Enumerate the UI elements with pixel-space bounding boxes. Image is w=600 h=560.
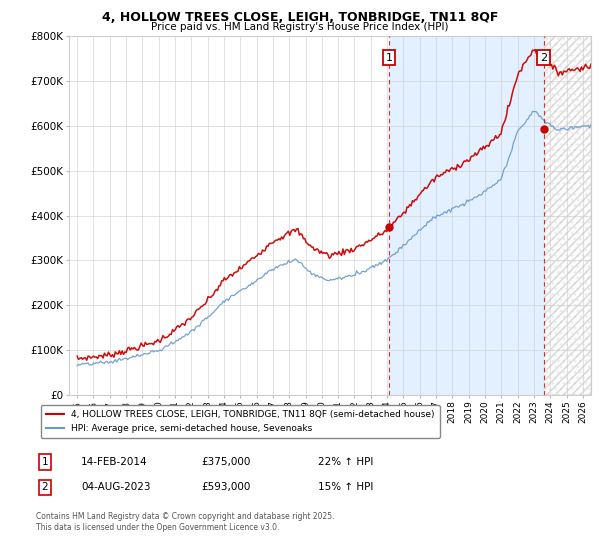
Bar (544, 36, 591, 395)
Text: Contains HM Land Registry data © Crown copyright and database right 2025.
This d: Contains HM Land Registry data © Crown c… (36, 512, 335, 532)
Text: 15% ↑ HPI: 15% ↑ HPI (318, 482, 373, 492)
Bar (389, 36, 544, 395)
Bar (544, 36, 591, 395)
Text: 1: 1 (41, 457, 49, 467)
Text: 4, HOLLOW TREES CLOSE, LEIGH, TONBRIDGE, TN11 8QF: 4, HOLLOW TREES CLOSE, LEIGH, TONBRIDGE,… (102, 11, 498, 24)
Text: 04-AUG-2023: 04-AUG-2023 (81, 482, 151, 492)
Text: £375,000: £375,000 (201, 457, 250, 467)
Text: 2: 2 (540, 53, 547, 63)
Legend: 4, HOLLOW TREES CLOSE, LEIGH, TONBRIDGE, TN11 8QF (semi-detached house), HPI: Av: 4, HOLLOW TREES CLOSE, LEIGH, TONBRIDGE,… (41, 405, 440, 438)
Text: 14-FEB-2014: 14-FEB-2014 (81, 457, 148, 467)
Text: 2: 2 (41, 482, 49, 492)
Bar (389, 36, 544, 395)
Text: 22% ↑ HPI: 22% ↑ HPI (318, 457, 373, 467)
Text: 1: 1 (386, 53, 392, 63)
Text: £593,000: £593,000 (201, 482, 250, 492)
Text: Price paid vs. HM Land Registry's House Price Index (HPI): Price paid vs. HM Land Registry's House … (151, 22, 449, 32)
